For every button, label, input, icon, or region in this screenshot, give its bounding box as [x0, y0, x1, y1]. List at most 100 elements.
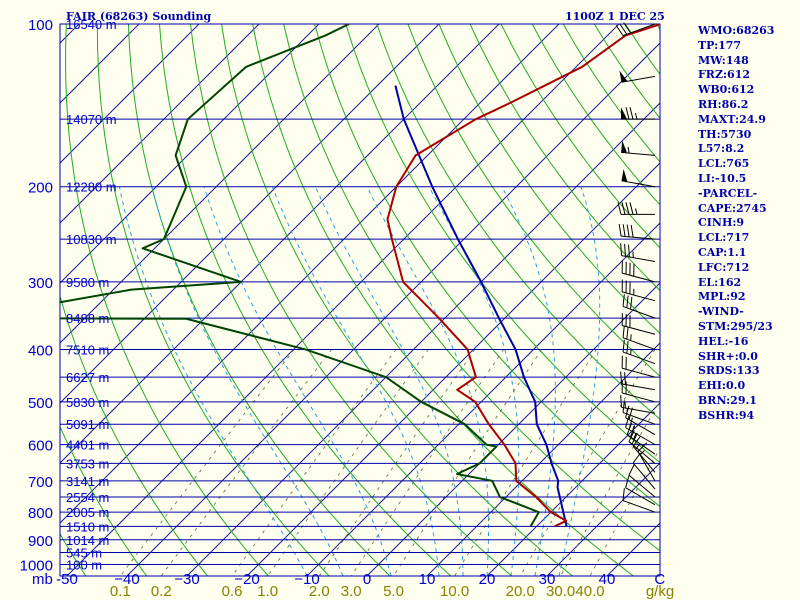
mixing-ratio-tick-label: 0.1: [110, 583, 131, 600]
index-line: MW:148: [698, 53, 749, 67]
wind-barb-feather: [618, 223, 622, 237]
dry-adiabat: [438, 24, 660, 334]
wind-barb-staff: [622, 392, 656, 403]
temperature-tick-label: 20: [479, 571, 496, 588]
pressure-tick-label: 600: [28, 438, 53, 455]
isotherm-line: [60, 24, 560, 524]
wind-barb-feather: [620, 395, 623, 408]
temperature-tick-label: 0: [363, 571, 371, 588]
dry-adiabat: [314, 24, 660, 508]
wind-barb-feather: [625, 202, 630, 215]
wind-barb-feather: [632, 435, 641, 447]
wind-barb-staff: [622, 291, 656, 302]
wind-barb-flag: [621, 168, 628, 182]
height-label: 4401 m: [66, 438, 109, 453]
mixing-ratio-tick-label: 40.0: [575, 583, 604, 600]
wind-barb-half-feather: [635, 208, 638, 215]
index-line: WB0:612: [698, 83, 755, 97]
wind-barb-feather: [626, 422, 633, 435]
wind-barb-staff: [621, 151, 656, 156]
index-line: LCL:717: [698, 231, 750, 245]
height-label: 3753 m: [66, 456, 109, 471]
mixing-ratio-tick-label: 5.0: [383, 583, 404, 600]
wind-barb-feather: [628, 430, 635, 442]
mixing-ratio-tick-label: 0.6: [222, 583, 243, 600]
index-line: EL:162: [698, 275, 742, 289]
index-line: L57:8.2: [698, 142, 745, 156]
height-label: 7510 m: [66, 342, 109, 357]
wind-barb-staff: [621, 255, 656, 262]
isobar-lines: [59, 23, 661, 577]
isotherm-line: [126, 42, 660, 576]
wind-barb-half-feather: [633, 433, 637, 440]
index-line: RH:86.2: [698, 97, 749, 111]
wind-barb: [622, 294, 656, 319]
moist-adiabat: [428, 186, 520, 576]
height-label: 12280 m: [66, 180, 117, 195]
wind-barb: [632, 452, 656, 490]
wind-barb-staff: [622, 367, 656, 378]
wind-barb: [619, 70, 656, 83]
index-line: HEL:-16: [698, 334, 749, 348]
mixing-ratio-tick-label: 20.0: [506, 583, 535, 600]
height-label: 5830 m: [66, 395, 109, 410]
moist-adiabat: [558, 186, 601, 576]
isotherm-line: [60, 24, 200, 164]
moist-adiabat: [203, 186, 392, 576]
isotherm-line: [60, 24, 500, 464]
wind-barb-feather: [624, 243, 626, 257]
wind-barb: [621, 140, 656, 156]
isotherm-line: [246, 162, 660, 576]
index-line: EHI:0.0: [698, 379, 746, 393]
height-label: 100 m: [66, 558, 102, 573]
temperature-tick-label: −20: [234, 571, 259, 588]
dry-adiabat: [469, 24, 660, 292]
wind-barb: [625, 475, 656, 506]
moist-adiabat: [315, 186, 464, 576]
wind-barbs: [615, 22, 656, 513]
wind-barb-flag: [621, 140, 628, 153]
dry-adiabat: [221, 24, 573, 576]
wind-barb: [621, 355, 656, 378]
wind-barb-feather: [625, 475, 630, 488]
wind-barb: [618, 223, 656, 240]
wind-barb-half-feather: [635, 443, 640, 450]
pressure-tick-label: 400: [28, 342, 53, 359]
wind-barb-staff: [621, 235, 656, 240]
isotherm-line: [60, 24, 380, 344]
wind-barb-staff: [622, 337, 656, 350]
temperature-tick-label: −30: [174, 571, 199, 588]
index-line: MPL:92: [698, 290, 746, 304]
wind-barb-half-feather: [635, 113, 638, 120]
dry-adiabat: [65, 24, 269, 576]
pressure-tick-label: 300: [28, 275, 53, 292]
wind-barb-feather: [617, 202, 622, 215]
temperature-tick-label: 10: [419, 571, 436, 588]
wind-barb-half-feather: [627, 146, 630, 154]
sounding-indices-panel: WMO:68263 TP:177 MW:148 FRZ:612 WB0:612 RH:86…: [698, 24, 798, 424]
height-label: 16540 m: [66, 17, 117, 32]
wind-barb-feather: [622, 400, 625, 413]
dry-adiabat: [60, 425, 148, 576]
mixing-ratio-tick-label: 0.2: [151, 583, 172, 600]
wind-barb-feather: [620, 243, 623, 256]
wind-barb: [625, 405, 656, 436]
dry-adiabat: [376, 24, 660, 420]
sounding-profiles: [60, 24, 660, 528]
dry-adiabat: [158, 24, 452, 576]
wind-barb: [621, 380, 656, 403]
wind-barb-feather: [629, 425, 636, 438]
wind-barb: [622, 325, 656, 350]
index-line: SRDS:133: [698, 364, 760, 378]
wind-barb-feather: [626, 341, 629, 354]
wind-barb-feather: [622, 325, 625, 338]
wind-barb-half-feather: [630, 348, 632, 355]
isotherm-line: [366, 282, 660, 576]
wind-barb-staff: [622, 500, 656, 513]
height-label: 5091 m: [66, 417, 109, 432]
wind-barb-feather: [630, 224, 634, 238]
wind-barb: [637, 442, 656, 482]
axis-labels: 0.1 0.2 0.6 1.0 2.0 3.0 5.0 10.0 20.0 30.0 40.0 g/k…: [20, 17, 675, 600]
wind-barb-feather: [630, 296, 633, 310]
